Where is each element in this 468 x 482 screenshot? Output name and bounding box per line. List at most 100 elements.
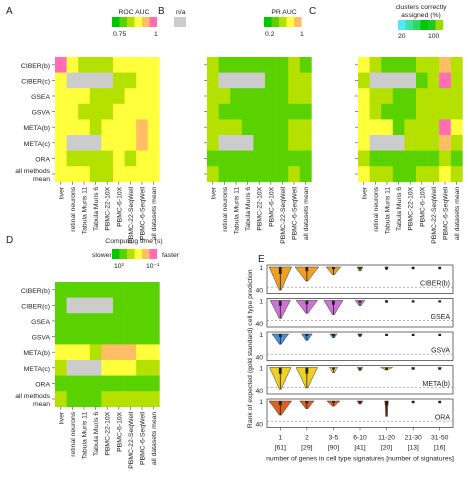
heatmap-cell — [369, 119, 382, 136]
heatmap-cell — [113, 103, 125, 120]
heatmap-cell — [439, 166, 452, 183]
heatmap-cell — [124, 344, 137, 361]
heatmap-panel-A: A CIBER(b) CIBER(c) GSEA GSVA META(b) META(c) O… — [6, 6, 186, 244]
heatmap-cell — [101, 344, 114, 361]
heatmap-cell — [265, 72, 277, 89]
heatmap-cell — [55, 88, 67, 105]
heatmap-cell — [136, 135, 149, 151]
heatmap-cell — [218, 88, 231, 105]
heatmap-cell — [358, 88, 370, 105]
heatmap-cell — [299, 166, 312, 183]
heatmap-cell — [66, 150, 79, 167]
x-axis-label: number of genes in cell type signatures … — [266, 456, 454, 463]
heatmap-cell — [55, 375, 67, 392]
heatmap-cell — [147, 103, 160, 120]
col-label: PBMC-6-SeqWell — [292, 186, 299, 240]
heatmap-cell — [113, 375, 125, 392]
col-label: Tabula Muris 11 — [82, 187, 89, 235]
heatmap-cell — [101, 328, 114, 345]
heatmap-cell — [78, 328, 91, 345]
heatmap-cell — [101, 297, 114, 314]
violin-box — [385, 300, 388, 303]
heatmap-cell — [89, 119, 102, 136]
heatmap-cell — [78, 391, 91, 408]
x-count-label: [29] — [301, 445, 312, 452]
heatmap-cell — [101, 103, 114, 120]
heatmap-cell — [265, 57, 277, 73]
heatmap-cell — [299, 72, 312, 89]
legend-title: clusters correctly — [396, 4, 448, 11]
heatmap-cell — [241, 103, 254, 120]
heatmap-cell — [381, 57, 394, 73]
violin-box — [358, 334, 362, 336]
series-label: GSVA — [431, 348, 450, 355]
heatmap-cell — [55, 344, 67, 361]
heatmap-cell — [230, 57, 243, 73]
heatmap-cell — [89, 166, 102, 183]
row-label: GSVA — [32, 110, 51, 117]
heatmap-cell — [416, 135, 428, 151]
heatmap-cell — [89, 57, 102, 73]
violin-box — [411, 367, 415, 370]
heatmap-cell — [404, 119, 417, 136]
heatmap-cell — [147, 282, 160, 298]
heatmap-cell — [78, 57, 91, 73]
heatmap-cell — [288, 119, 301, 136]
heatmap-cell — [427, 72, 440, 89]
heatmap-cell — [207, 88, 219, 105]
heatmap-cell — [78, 72, 91, 89]
heatmap-cell — [124, 135, 137, 151]
row-label: META(b) — [23, 350, 50, 357]
x-count-label: [41] — [354, 445, 365, 452]
y-tick-label: 1 — [259, 399, 263, 406]
col-label: retinal neurons — [222, 186, 229, 232]
heatmap-cell — [288, 57, 301, 73]
heatmap-cell — [66, 313, 79, 330]
heatmap-cell — [89, 150, 102, 167]
heatmap-cell — [78, 135, 91, 151]
heatmap-cell — [450, 166, 463, 183]
heatmap-cell — [136, 88, 149, 105]
violin-box — [438, 334, 442, 336]
heatmap-cell — [66, 88, 79, 105]
heatmap-cell — [416, 88, 428, 105]
heatmap-cell — [439, 103, 452, 120]
violin-box — [438, 401, 442, 403]
y-tick-label: 1 — [259, 299, 263, 306]
heatmap-cell — [124, 282, 137, 298]
heatmap-cell — [358, 119, 370, 136]
legend-swatch — [112, 249, 120, 259]
heatmap-cell — [136, 344, 149, 361]
legend-tick: 100 — [428, 33, 440, 40]
heatmap-cell — [124, 391, 137, 408]
heatmap-cell — [207, 103, 219, 120]
heatmap-cell — [253, 72, 266, 89]
legend-swatch — [119, 17, 128, 27]
y-tick-label: 1 — [259, 366, 263, 373]
heatmap-cell — [369, 150, 382, 167]
violin-box — [278, 367, 282, 375]
heatmap-cell — [207, 166, 219, 183]
heatmap-cell — [89, 360, 102, 376]
heatmap-cell — [55, 135, 67, 151]
col-label: all datasets mean — [303, 187, 310, 240]
y-tick-label: 40 — [255, 422, 263, 429]
heatmap-cell — [230, 88, 243, 105]
y-tick-label: 40 — [255, 355, 263, 362]
violin-box — [278, 300, 282, 306]
heatmap-cell — [288, 88, 301, 105]
heatmap-cell — [427, 166, 440, 183]
heatmap-cell — [416, 150, 428, 167]
heatmap-cell — [55, 103, 67, 120]
heatmap-cell — [265, 166, 277, 183]
heatmap-cell — [136, 297, 149, 314]
row-label: CIBER(c) — [21, 78, 50, 85]
heatmap-cell — [55, 166, 67, 183]
heatmap-cell — [427, 119, 440, 136]
heatmap-cell — [66, 57, 79, 73]
heatmap-cell — [416, 103, 428, 120]
heatmap-cell — [124, 103, 137, 120]
heatmap-cell — [253, 119, 266, 136]
legend-swatch — [127, 249, 135, 259]
